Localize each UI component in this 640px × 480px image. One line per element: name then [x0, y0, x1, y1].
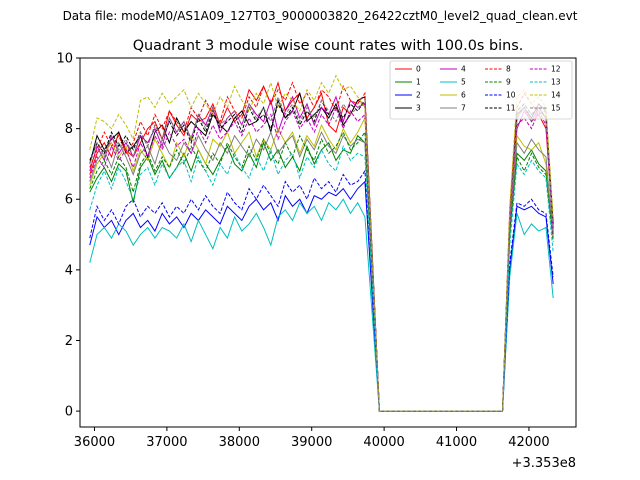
series-line-4	[89, 95, 554, 412]
legend-label-11: 11	[506, 104, 516, 113]
legend-label-6: 6	[461, 91, 466, 100]
series-line-2	[89, 180, 554, 412]
x-tick-label-6: 42000	[508, 435, 549, 450]
y-tick-label-2: 4	[65, 263, 73, 278]
legend-label-4: 4	[461, 65, 466, 74]
y-tick-label-3: 6	[65, 193, 73, 208]
x-axis: 36000 37000 38000 39000 40000 41000 42000	[74, 427, 550, 450]
legend-label-15: 15	[551, 104, 561, 113]
legend-label-3: 3	[416, 104, 421, 113]
x-tick-label-3: 39000	[291, 435, 332, 450]
series-line-12	[89, 106, 554, 412]
legend-label-14: 14	[551, 91, 561, 100]
legend-box	[389, 60, 573, 120]
chart-suptitle: Data file: modeM0/AS1A09_127T03_90000038…	[63, 9, 578, 23]
y-tick-label-4: 8	[65, 122, 73, 137]
series-line-9	[89, 130, 554, 412]
x-tick-label-5: 41000	[436, 435, 477, 450]
y-tick-label-1: 2	[65, 334, 73, 349]
x-tick-label-4: 40000	[363, 435, 404, 450]
x-tick-label-2: 38000	[219, 435, 260, 450]
legend-label-2: 2	[416, 91, 421, 100]
chart-title: Quadrant 3 module wise count rates with …	[133, 38, 524, 54]
legend-label-8: 8	[506, 65, 511, 74]
legend-label-5: 5	[461, 78, 466, 87]
series-line-13	[89, 144, 554, 412]
y-axis: 0 2 4 6 8 10	[56, 52, 80, 420]
y-tick-label-0: 0	[65, 405, 73, 420]
legend-label-13: 13	[551, 78, 561, 87]
series-line-5	[89, 198, 554, 412]
x-tick-label-1: 37000	[146, 435, 187, 450]
legend-label-9: 9	[506, 78, 511, 87]
legend-label-12: 12	[551, 65, 561, 74]
plot-lines	[89, 74, 554, 412]
series-line-15	[89, 95, 554, 412]
x-offset-label: +3.353e8	[512, 456, 576, 471]
x-tick-label-0: 36000	[74, 435, 115, 450]
series-line-3	[89, 91, 554, 412]
y-tick-label-5: 10	[56, 52, 73, 67]
series-line-10	[89, 169, 554, 412]
series-line-7	[89, 130, 554, 412]
legend-label-1: 1	[416, 78, 421, 87]
series-line-1	[89, 134, 554, 412]
legend-label-10: 10	[506, 91, 516, 100]
plot-frame	[79, 57, 577, 428]
legend-label-0: 0	[416, 65, 421, 74]
legend-label-7: 7	[461, 104, 466, 113]
